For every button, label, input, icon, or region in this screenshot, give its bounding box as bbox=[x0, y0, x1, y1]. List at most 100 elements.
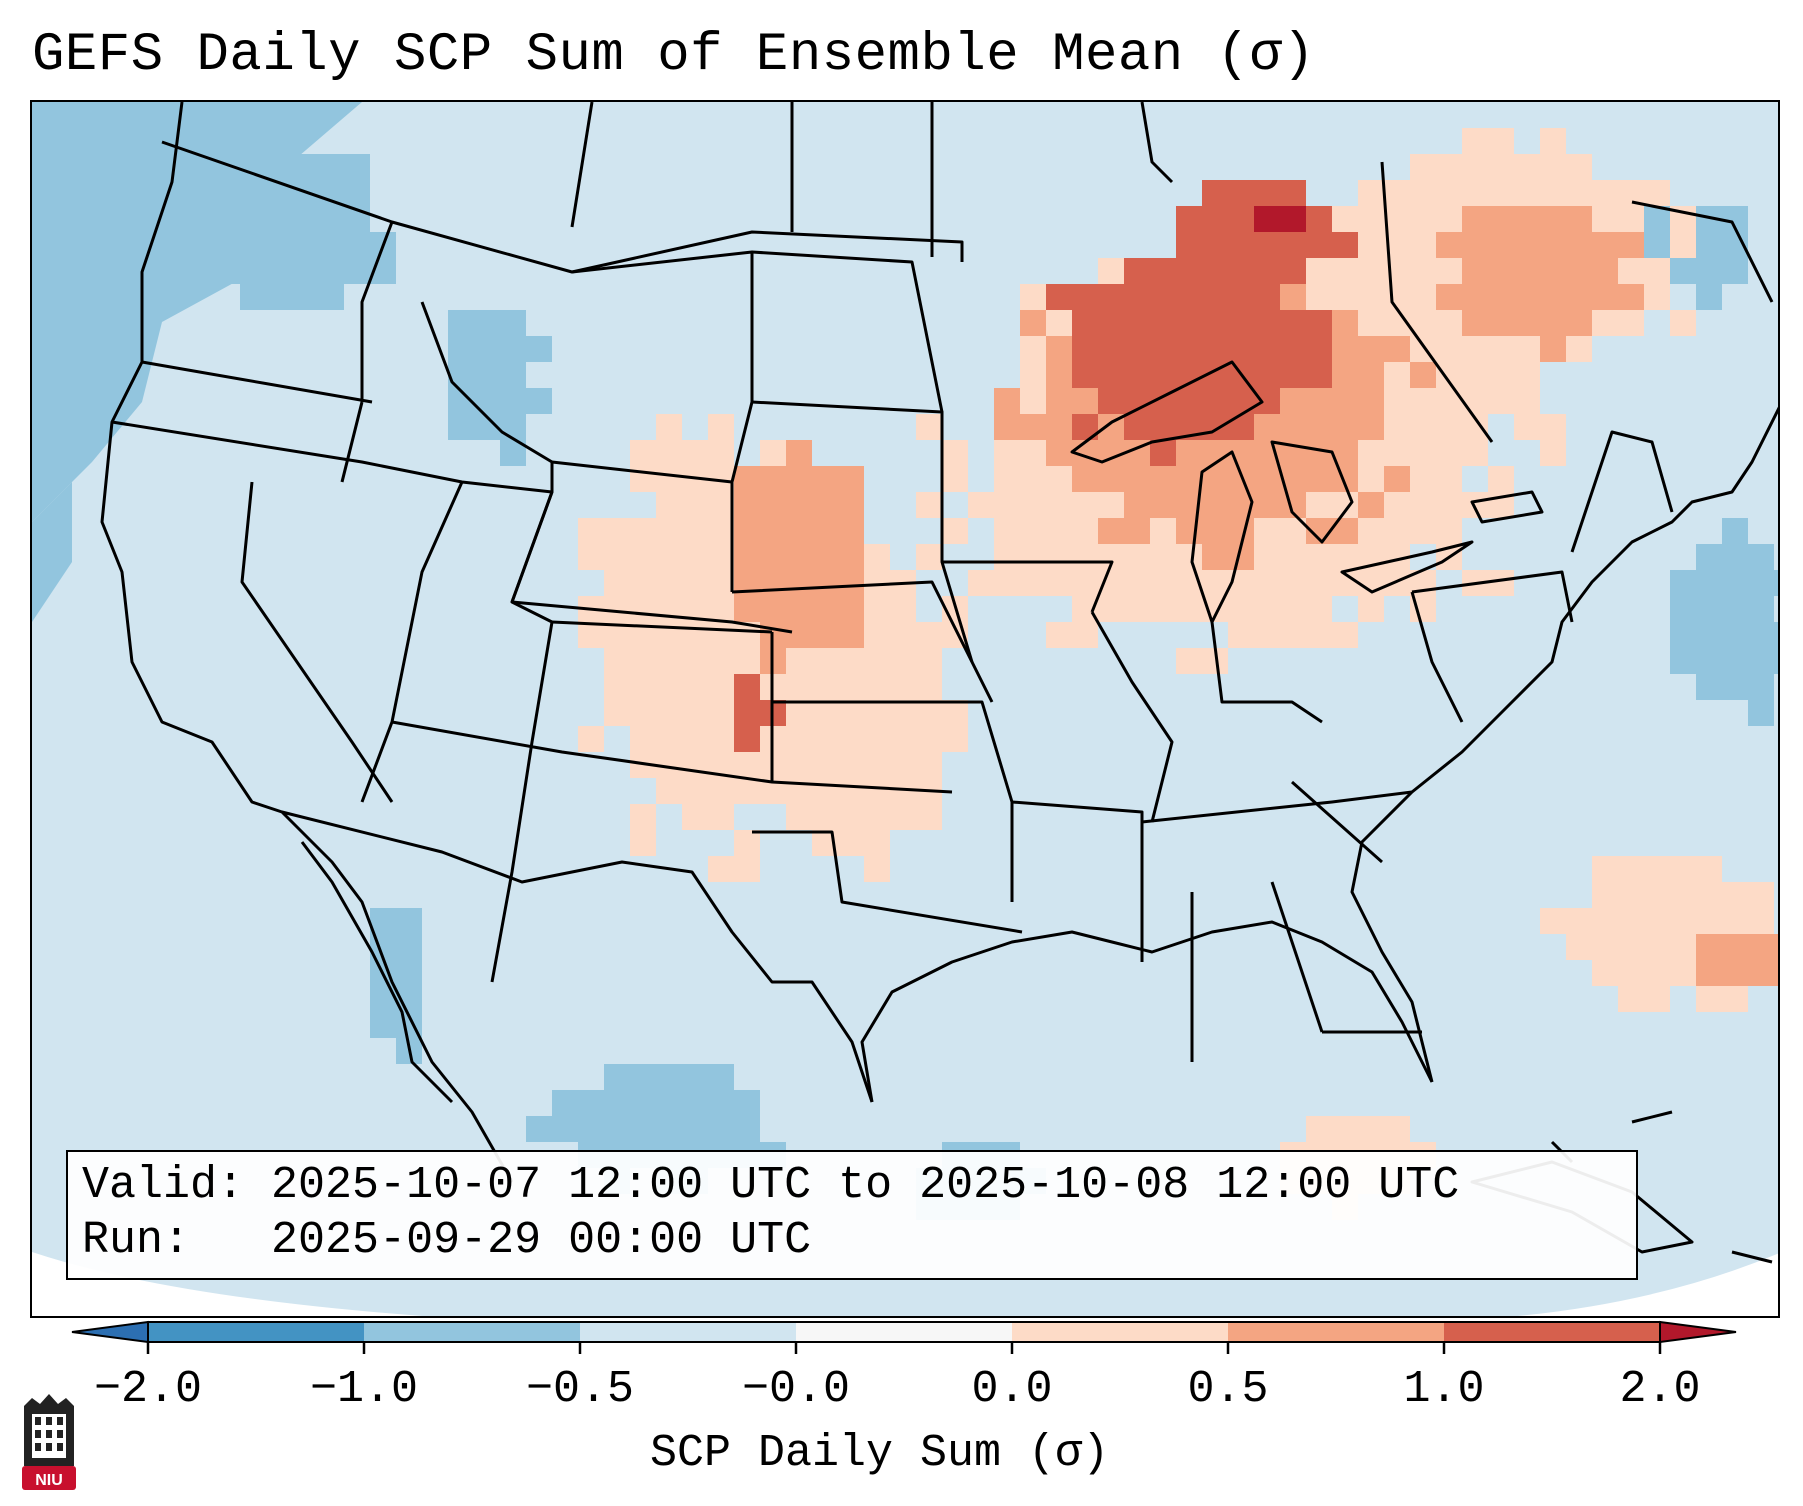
anomaly-cell bbox=[1306, 492, 1332, 518]
anomaly-cell bbox=[1436, 388, 1462, 414]
anomaly-cell bbox=[890, 752, 916, 778]
colorbar-extend-low bbox=[71, 1320, 149, 1344]
anomaly-cell bbox=[734, 518, 760, 544]
anomaly-cell bbox=[1280, 622, 1306, 648]
anomaly-cell bbox=[682, 752, 708, 778]
lake-huron bbox=[1270, 440, 1354, 544]
anomaly-cell bbox=[1618, 258, 1644, 284]
anomaly-cell bbox=[292, 206, 318, 232]
anomaly-cell bbox=[864, 622, 890, 648]
anomaly-cell bbox=[786, 466, 812, 492]
anomaly-cell bbox=[1176, 648, 1202, 674]
anomaly-cell bbox=[838, 492, 864, 518]
anomaly-cell bbox=[1332, 388, 1358, 414]
anomaly-cell bbox=[1332, 1116, 1358, 1142]
anomaly-cell bbox=[656, 466, 682, 492]
anomaly-cell bbox=[1072, 544, 1098, 570]
anomaly-cell bbox=[1462, 128, 1488, 154]
anomaly-cell bbox=[1696, 882, 1722, 908]
anomaly-cell bbox=[1722, 258, 1748, 284]
anomaly-cell bbox=[916, 544, 942, 570]
anomaly-cell bbox=[1644, 206, 1670, 232]
anomaly-cell bbox=[318, 206, 344, 232]
anomaly-cell bbox=[812, 492, 838, 518]
anomaly-cell bbox=[1488, 388, 1514, 414]
anomaly-cell bbox=[682, 544, 708, 570]
anomaly-cell bbox=[1254, 544, 1280, 570]
anomaly-cell bbox=[1384, 570, 1410, 596]
anomaly-cell bbox=[734, 778, 760, 804]
map-panel bbox=[30, 100, 1780, 1318]
anomaly-cell bbox=[1046, 466, 1072, 492]
anomaly-cell bbox=[1332, 414, 1358, 440]
anomaly-cell bbox=[1514, 336, 1540, 362]
anomaly-cell bbox=[1358, 466, 1384, 492]
anomaly-cell bbox=[812, 544, 838, 570]
anomaly-cell bbox=[396, 934, 422, 960]
colorbar-bin bbox=[148, 1322, 365, 1342]
anomaly-cell bbox=[1202, 258, 1228, 284]
anomaly-cell bbox=[1072, 284, 1098, 310]
anomaly-cell bbox=[1358, 336, 1384, 362]
run-time: 2025-09-29 00:00 UTC bbox=[271, 1215, 812, 1266]
anomaly-cell bbox=[760, 440, 786, 466]
anomaly-cell bbox=[1670, 908, 1696, 934]
pacific-coastline bbox=[100, 102, 514, 1183]
anomaly-cell bbox=[1436, 466, 1462, 492]
anomaly-cell bbox=[1358, 1116, 1384, 1142]
anomaly-cell bbox=[864, 544, 890, 570]
anomaly-cell bbox=[1098, 310, 1124, 336]
anomaly-cell bbox=[1332, 622, 1358, 648]
anomaly-cell bbox=[1332, 362, 1358, 388]
anomaly-cell bbox=[812, 674, 838, 700]
anomaly-cell bbox=[1540, 440, 1566, 466]
anomaly-cell bbox=[1592, 960, 1618, 986]
anomaly-cell bbox=[760, 570, 786, 596]
anomaly-cell bbox=[708, 414, 734, 440]
anomaly-cell bbox=[604, 1116, 630, 1142]
anomaly-cell bbox=[1046, 570, 1072, 596]
anomaly-cell bbox=[1046, 492, 1072, 518]
anomaly-cell bbox=[890, 700, 916, 726]
anomaly-cell bbox=[1436, 492, 1462, 518]
anomaly-cell bbox=[1488, 180, 1514, 206]
anomaly-cell bbox=[682, 726, 708, 752]
anomaly-cell bbox=[1306, 1116, 1332, 1142]
anomaly-cell bbox=[1488, 570, 1514, 596]
anomaly-cell bbox=[734, 1090, 760, 1116]
anomaly-cell bbox=[1254, 596, 1280, 622]
anomaly-cell bbox=[1488, 206, 1514, 232]
wa-id-line bbox=[360, 221, 394, 402]
anomaly-cell bbox=[1046, 518, 1072, 544]
anomaly-cell bbox=[1696, 648, 1722, 674]
anomaly-cell bbox=[734, 856, 760, 882]
anomaly-cell bbox=[604, 648, 630, 674]
anomaly-cell bbox=[682, 622, 708, 648]
anomaly-cell bbox=[1566, 258, 1592, 284]
anomaly-cell bbox=[578, 518, 604, 544]
anomaly-cell bbox=[656, 1064, 682, 1090]
anomaly-cell bbox=[1306, 362, 1332, 388]
anomaly-cell bbox=[1748, 908, 1774, 934]
anomaly-cell bbox=[890, 622, 916, 648]
valid-time: 2025-10-07 12:00 UTC to 2025-10-08 12:00… bbox=[271, 1160, 1460, 1211]
anomaly-cell bbox=[786, 570, 812, 596]
anomaly-cell bbox=[1748, 674, 1774, 700]
anomaly-cell bbox=[266, 206, 292, 232]
anomaly-cell bbox=[786, 440, 812, 466]
co-north-line bbox=[551, 620, 773, 634]
anomaly-cell bbox=[526, 336, 552, 362]
atlantic-coastline bbox=[1350, 406, 1778, 1083]
anomaly-cell bbox=[682, 778, 708, 804]
anomaly-cell bbox=[1280, 180, 1306, 206]
anomaly-cell bbox=[1566, 232, 1592, 258]
anomaly-cell bbox=[1514, 258, 1540, 284]
anomaly-cell bbox=[1592, 232, 1618, 258]
anomaly-cell bbox=[1722, 960, 1748, 986]
wy-south-line bbox=[511, 600, 793, 634]
anomaly-cell bbox=[240, 232, 266, 258]
anomaly-cell bbox=[838, 466, 864, 492]
anomaly-cell bbox=[1306, 596, 1332, 622]
anomaly-cell bbox=[1670, 570, 1696, 596]
anomaly-cell bbox=[968, 492, 994, 518]
